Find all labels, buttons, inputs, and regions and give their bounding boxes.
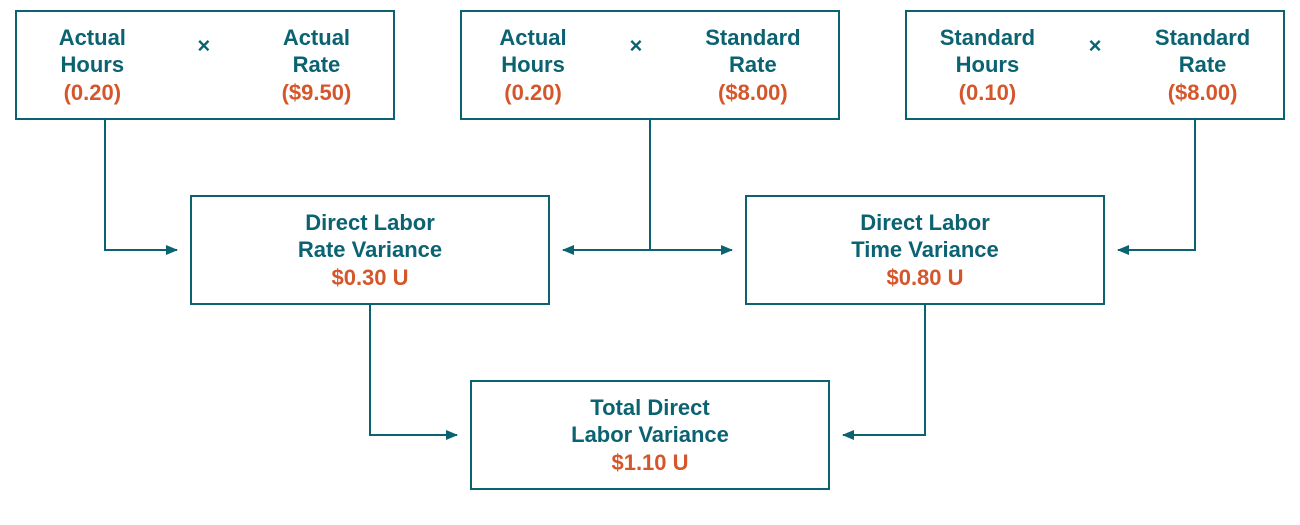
arrow-3 <box>1118 120 1195 250</box>
variance-box-mid-right: Direct LaborTime Variance$0.80 U <box>745 195 1105 305</box>
calc-box-top-mid: ActualHours(0.20) × StandardRate($8.00) <box>460 10 840 120</box>
term2-label-l2: Rate <box>293 51 341 79</box>
term1-label-l1: Actual <box>499 24 566 52</box>
term2-label-l1: Standard <box>705 24 800 52</box>
term-1: StandardHours(0.10) <box>940 24 1035 107</box>
result-label-l2: Labor Variance <box>571 421 729 449</box>
term2-label-l2: Rate <box>1179 51 1227 79</box>
result-value: $0.30 U <box>331 264 408 292</box>
term-1: ActualHours(0.20) <box>59 24 126 107</box>
term2-value: ($9.50) <box>282 79 352 107</box>
arrow-0 <box>105 120 177 250</box>
term2-value: ($8.00) <box>1168 79 1238 107</box>
term1-value: (0.10) <box>959 79 1016 107</box>
result-label-l2: Rate Variance <box>298 236 442 264</box>
arrow-5 <box>843 305 925 435</box>
term1-label-l2: Hours <box>61 51 125 79</box>
result-label-l2: Time Variance <box>851 236 999 264</box>
variance-diagram: ActualHours(0.20)×ActualRate($9.50)Actua… <box>0 0 1300 525</box>
multiply-operator: × <box>626 32 647 60</box>
multiply-operator: × <box>1085 32 1106 60</box>
result-label-l1: Direct Labor <box>860 209 990 237</box>
term1-value: (0.20) <box>64 79 121 107</box>
multiply-operator: × <box>193 32 214 60</box>
arrow-2 <box>650 120 732 250</box>
result-label-l1: Total Direct <box>590 394 709 422</box>
calc-box-top-right: StandardHours(0.10)×StandardRate($8.00) <box>905 10 1285 120</box>
term1-label-l2: Hours <box>956 51 1020 79</box>
term1-label-l2: Hours <box>501 51 565 79</box>
result-value: $1.10 U <box>611 449 688 477</box>
arrow-1 <box>563 120 650 250</box>
result-value: $0.80 U <box>886 264 963 292</box>
arrow-4 <box>370 305 457 435</box>
term-2: StandardRate($8.00) <box>1155 24 1250 107</box>
total-box-bottom: Total DirectLabor Variance$1.10 U <box>470 380 830 490</box>
term2-label-l1: Actual <box>283 24 350 52</box>
result-label-l1: Direct Labor <box>305 209 435 237</box>
term2-label-l2: Rate <box>729 51 777 79</box>
term-2: StandardRate($8.00) <box>705 24 800 107</box>
variance-box-mid-left: Direct LaborRate Variance$0.30 U <box>190 195 550 305</box>
term2-value: ($8.00) <box>718 79 788 107</box>
term1-label-l1: Actual <box>59 24 126 52</box>
calc-box-top-left: ActualHours(0.20)×ActualRate($9.50) <box>15 10 395 120</box>
term2-label-l1: Standard <box>1155 24 1250 52</box>
term-2: ActualRate($9.50) <box>282 24 352 107</box>
term1-value: (0.20) <box>504 79 561 107</box>
term1-label-l1: Standard <box>940 24 1035 52</box>
term-1: ActualHours(0.20) <box>499 24 566 107</box>
